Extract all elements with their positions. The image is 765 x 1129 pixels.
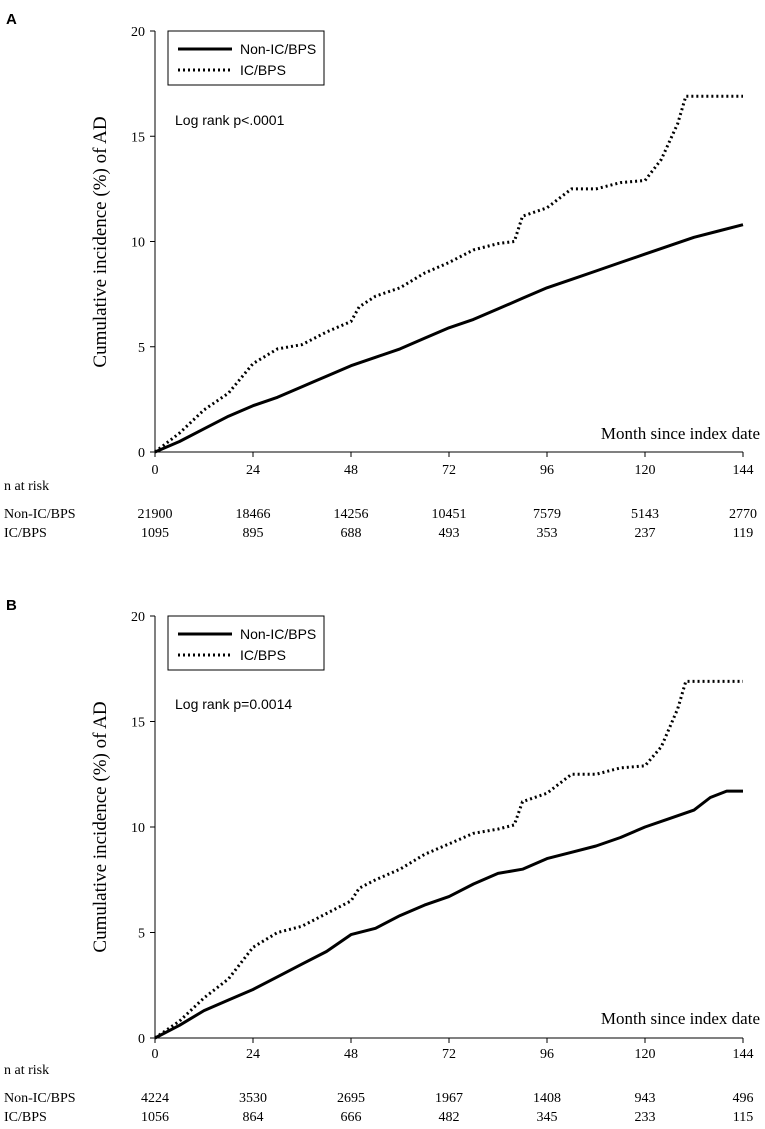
risk-table-cell: 7579 [533,507,561,522]
risk-table-cell: 345 [537,1110,558,1125]
x-tick-label: 96 [540,1047,554,1062]
risk-table-cell: 18466 [236,507,271,522]
legend-box [167,30,325,86]
log-rank-annotation: Log rank p=0.0014 [175,696,292,712]
x-tick-label: 72 [442,1047,456,1062]
x-tick-label: 48 [344,463,358,478]
x-tick-label: 144 [733,463,754,478]
legend-label-ic-bps: IC/BPS [240,647,286,663]
risk-table-cell: 1095 [141,526,169,541]
series-line-ic-bps [154,94,743,454]
legend: Non-IC/BPS IC/BPS [167,615,325,671]
y-tick-label: 20 [131,610,145,625]
risk-table-cell: 943 [635,1091,656,1106]
risk-table-cell: 237 [635,526,656,541]
y-tick-label: 10 [131,236,145,251]
risk-row-label-non-ic-bps: Non-IC/BPS [4,507,76,522]
x-tick-label: 24 [246,1047,260,1062]
risk-row-label-non-ic-bps: Non-IC/BPS [4,1091,76,1106]
y-axis-label: Cumulative incidence (%) of AD [90,701,111,952]
risk-table-cell: 21900 [138,507,173,522]
legend-label-non-ic-bps: Non-IC/BPS [240,626,316,642]
x-tick-label: 96 [540,463,554,478]
risk-table-cell: 688 [341,526,362,541]
panel-b: B Cumulative incidence (%) of AD Month s… [4,597,760,1125]
risk-table-cell: 482 [439,1110,460,1125]
risk-table-cell: 233 [635,1110,656,1125]
panel-a: A Cumulative incidence (%) of AD Month s… [4,11,760,541]
panel-label: A [6,11,17,28]
risk-table-cell: 496 [733,1091,754,1106]
x-tick-label: 24 [246,463,260,478]
y-axis-label: Cumulative incidence (%) of AD [90,116,111,367]
x-tick-label: 72 [442,463,456,478]
risk-table-cell: 119 [733,526,753,541]
x-tick-label: 0 [152,1047,159,1062]
risk-table-cell: 5143 [631,507,659,522]
legend: Non-IC/BPS IC/BPS [167,30,325,86]
risk-row-label-ic-bps: IC/BPS [4,526,47,541]
x-tick-label: 120 [635,1047,656,1062]
x-axis-label: Month since index date [601,424,760,443]
risk-table-cell: 1408 [533,1091,561,1106]
y-tick-label: 15 [131,130,145,145]
y-tick-label: 5 [138,927,145,942]
y-tick-label: 20 [131,25,145,40]
risk-table-cell: 1967 [435,1091,463,1106]
series-line-ic-bps [154,679,743,1040]
risk-table-cell: 666 [341,1110,362,1125]
risk-table-cell: 3530 [239,1091,267,1106]
risk-table-cell: 2770 [729,507,757,522]
risk-table-header: n at risk [4,479,49,494]
risk-table-cell: 115 [733,1110,753,1125]
risk-row-label-ic-bps: IC/BPS [4,1110,47,1125]
y-tick-label: 0 [138,446,145,461]
x-tick-label: 48 [344,1047,358,1062]
risk-table-cell: 493 [439,526,460,541]
x-tick-label: 144 [733,1047,754,1062]
log-rank-annotation: Log rank p<.0001 [175,112,285,128]
y-tick-label: 5 [138,341,145,356]
risk-table-header: n at risk [4,1063,49,1078]
x-tick-label: 120 [635,463,656,478]
risk-table-cell: 10451 [432,507,467,522]
series-line-non-ic-bps [154,789,743,1040]
y-tick-label: 10 [131,821,145,836]
legend-label-non-ic-bps: Non-IC/BPS [240,41,316,57]
risk-table-cell: 895 [243,526,264,541]
risk-table-cell: 1056 [141,1110,169,1125]
risk-table-cell: 353 [537,526,558,541]
y-tick-label: 15 [131,716,145,731]
y-tick-label: 0 [138,1032,145,1047]
risk-table-cell: 2695 [337,1091,365,1106]
series-line-non-ic-bps [154,223,744,454]
legend-box [167,615,325,671]
panel-label: B [6,597,17,614]
risk-table-cell: 4224 [141,1091,169,1106]
x-axis-label: Month since index date [601,1009,760,1028]
risk-table-cell: 864 [243,1110,264,1125]
x-tick-label: 0 [152,463,159,478]
risk-table-cell: 14256 [334,507,369,522]
legend-label-ic-bps: IC/BPS [240,62,286,78]
